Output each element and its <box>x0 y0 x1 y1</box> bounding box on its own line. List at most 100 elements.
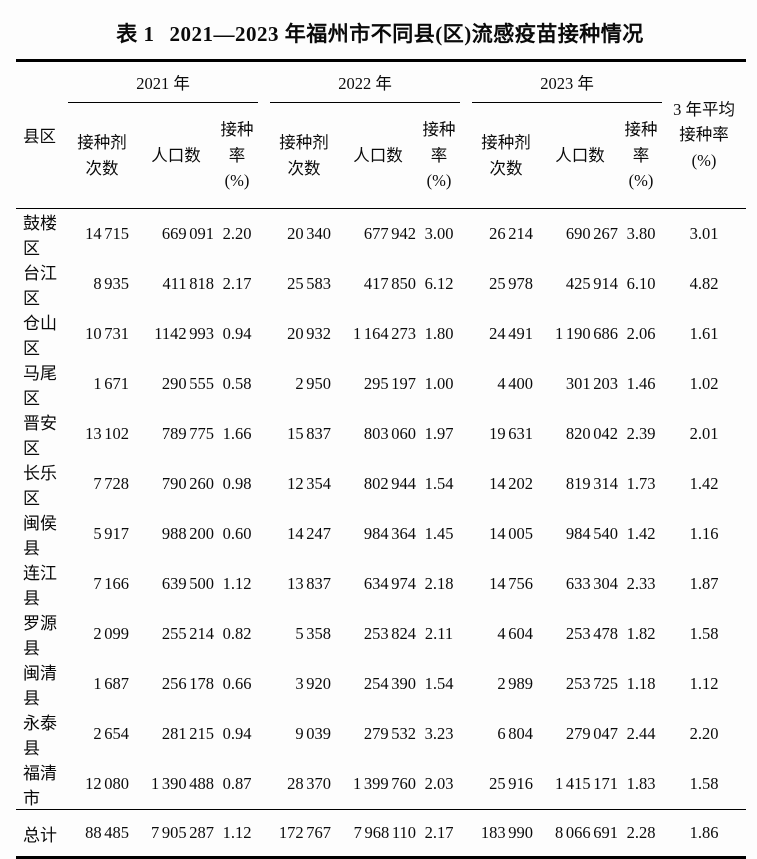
value-cell: 279 047 <box>565 724 618 743</box>
value-cell: 0.60 <box>222 524 252 543</box>
value-cell: 3.80 <box>626 224 656 243</box>
value-cell: 14 715 <box>85 224 129 243</box>
spacer-cell <box>460 759 472 810</box>
value-cell: 172 767 <box>270 809 338 858</box>
value-cell: 790 260 <box>161 474 214 493</box>
value-cell: 253 824 <box>363 624 416 643</box>
vaccination-table: 县区 2021 年 2022 年 2023 年 3 年平均 接种率 (%) 接种… <box>16 59 746 859</box>
value-cell: 28 370 <box>287 774 331 793</box>
value-cell: 1.42 <box>626 524 656 543</box>
value-cell: 1.80 <box>424 324 454 343</box>
value-cell: 12 354 <box>287 474 331 493</box>
value-cell: 2.01 <box>689 424 719 443</box>
column-header-rate-2023: 接种率 (%) <box>620 102 662 209</box>
district-cell: 永泰县 <box>23 714 57 758</box>
value-cell: 1 390 488 <box>151 774 214 793</box>
value-cell: 411 818 <box>162 274 214 293</box>
value-cell: 2 989 <box>497 674 533 693</box>
value-cell: 1 415 171 <box>555 774 618 793</box>
spacer-cell <box>258 809 270 858</box>
value-cell: 290 555 <box>161 374 214 393</box>
district-cell: 台江区 <box>23 264 57 308</box>
value-cell: 7 968 110 <box>338 809 418 858</box>
table-row: 闽清县 1 687 256 178 0.66 3 920 254 390 1.54 2 989… <box>16 659 746 709</box>
value-cell: 9 039 <box>295 724 331 743</box>
value-cell: 1 671 <box>93 374 129 393</box>
value-cell: 802 944 <box>363 474 416 493</box>
value-cell: 1.45 <box>424 524 454 543</box>
value-cell: 1.58 <box>689 774 719 793</box>
value-cell: 1.86 <box>662 809 746 858</box>
value-cell: 2 950 <box>295 374 331 393</box>
value-cell: 1 164 273 <box>353 324 416 343</box>
spacer-cell <box>460 609 472 659</box>
spacer-cell <box>258 409 270 459</box>
value-cell: 1 399 760 <box>353 774 416 793</box>
year-group-2022: 2022 年 <box>270 60 460 103</box>
value-cell: 20 340 <box>287 224 331 243</box>
column-header-doses-2021: 接种剂 次数 <box>68 102 136 209</box>
value-cell: 1.73 <box>626 474 656 493</box>
district-cell: 晋安区 <box>23 414 57 458</box>
value-cell: 0.58 <box>222 374 252 393</box>
district-cell: 罗源县 <box>23 614 57 658</box>
district-cell: 总计 <box>16 809 68 858</box>
value-cell: 3.01 <box>689 224 719 243</box>
value-cell: 255 214 <box>161 624 214 643</box>
spacer-cell <box>258 259 270 309</box>
value-cell: 6.12 <box>424 274 454 293</box>
column-header-doses-2023: 接种剂 次数 <box>472 102 540 209</box>
value-cell: 7 166 <box>93 574 129 593</box>
spacer-cell <box>460 459 472 509</box>
value-cell: 183 990 <box>472 809 540 858</box>
value-cell: 690 267 <box>565 224 618 243</box>
column-header-doses-2022: 接种剂 次数 <box>270 102 338 209</box>
value-cell: 19 631 <box>489 424 533 443</box>
value-cell: 1.42 <box>689 474 719 493</box>
value-cell: 13 102 <box>85 424 129 443</box>
value-cell: 4.82 <box>689 274 719 293</box>
value-cell: 254 390 <box>363 674 416 693</box>
value-cell: 24 491 <box>489 324 533 343</box>
year-header-row: 县区 2021 年 2022 年 2023 年 3 年平均 接种率 (%) <box>16 60 746 209</box>
district-cell: 闽清县 <box>23 664 57 708</box>
value-cell: 1 190 686 <box>555 324 618 343</box>
spacer-cell <box>258 559 270 609</box>
value-cell: 2 099 <box>93 624 129 643</box>
value-cell: 639 500 <box>161 574 214 593</box>
district-cell: 连江县 <box>23 564 57 608</box>
spacer-cell <box>258 709 270 759</box>
value-cell: 281 215 <box>161 724 214 743</box>
spacer-cell <box>258 759 270 810</box>
value-cell: 1.12 <box>689 674 719 693</box>
value-cell: 13 837 <box>287 574 331 593</box>
value-cell: 7 905 287 <box>136 809 216 858</box>
table-body: 鼓楼区 14 715 669 091 2.20 20 340 677 942 3.00 26 … <box>16 209 746 858</box>
value-cell: 88 485 <box>68 809 136 858</box>
value-cell: 417 850 <box>363 274 416 293</box>
spacer-cell <box>460 659 472 709</box>
spacer-cell <box>460 409 472 459</box>
value-cell: 2.28 <box>620 809 662 858</box>
value-cell: 3.23 <box>424 724 454 743</box>
table-row: 台江区 8 935 411 818 2.17 25 583 417 850 6.12 25 9… <box>16 259 746 309</box>
value-cell: 1.18 <box>626 674 656 693</box>
value-cell: 1.12 <box>222 574 252 593</box>
value-cell: 256 178 <box>161 674 214 693</box>
value-cell: 1.54 <box>424 674 454 693</box>
value-cell: 8 066 691 <box>540 809 620 858</box>
spacer-cell <box>258 459 270 509</box>
spacer-cell <box>460 359 472 409</box>
value-cell: 0.87 <box>222 774 252 793</box>
value-cell: 1.82 <box>626 624 656 643</box>
value-cell: 14 247 <box>287 524 331 543</box>
value-cell: 1.97 <box>424 424 454 443</box>
value-cell: 1142 993 <box>154 324 214 343</box>
value-cell: 14 005 <box>489 524 533 543</box>
spacer-cell <box>258 509 270 559</box>
value-cell: 14 756 <box>489 574 533 593</box>
table-row: 永泰县 2 654 281 215 0.94 9 039 279 532 3.23 6 804… <box>16 709 746 759</box>
column-header-population-2022: 人口数 <box>338 102 418 209</box>
sub-header-row: 接种剂 次数 人口数 接种率 (%) 接种剂 次数 人口数 <box>16 102 746 209</box>
